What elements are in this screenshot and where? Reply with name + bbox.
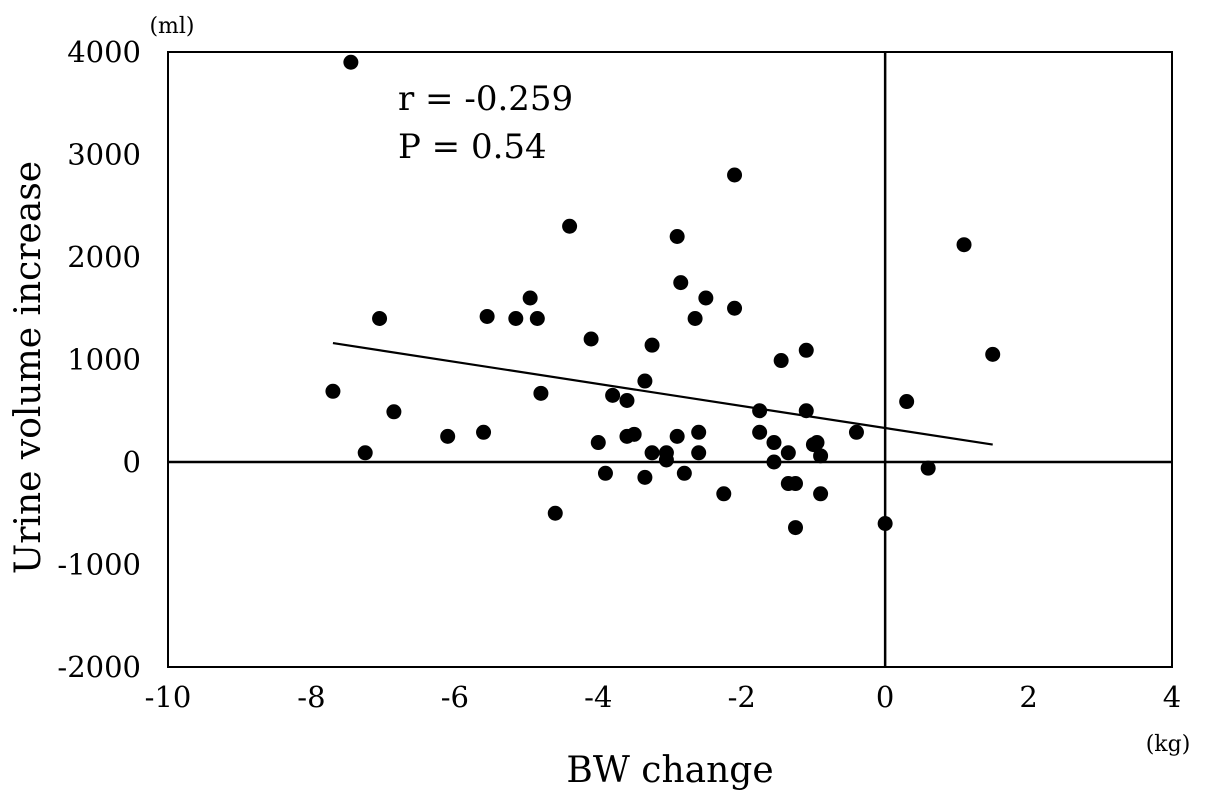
data-point <box>788 476 803 492</box>
data-point <box>985 346 1001 362</box>
data-point <box>766 435 782 451</box>
data-point <box>372 311 388 326</box>
data-point <box>956 237 972 253</box>
data-point <box>920 460 936 476</box>
data-point <box>658 452 674 468</box>
plot-frame <box>167 51 1173 668</box>
data-point <box>798 342 814 358</box>
data-point <box>809 435 825 451</box>
data-point <box>687 311 703 326</box>
data-point <box>676 465 692 481</box>
data-point <box>637 469 653 485</box>
y-tick-label: 3000 <box>67 138 141 172</box>
data-point <box>727 167 743 183</box>
data-point <box>597 465 613 481</box>
regression-line <box>332 342 993 446</box>
data-point <box>644 337 660 353</box>
data-point <box>877 516 893 531</box>
data-point <box>547 505 563 521</box>
y-tick-label: -2000 <box>57 650 141 684</box>
data-point <box>716 486 732 502</box>
y-axis-title: Urine volume increase <box>8 161 49 574</box>
data-point <box>476 424 492 440</box>
reference-lines <box>168 52 1172 667</box>
x-tick-label: -6 <box>441 680 469 714</box>
data-point <box>533 385 549 401</box>
data-point <box>813 448 829 464</box>
data-point <box>626 426 642 442</box>
data-point <box>698 290 714 306</box>
data-point <box>562 218 578 234</box>
data-point <box>798 403 814 419</box>
trendline-group <box>332 342 993 446</box>
correlation-r-label: r = -0.259 <box>398 79 573 119</box>
y-tick-label: 1000 <box>67 343 141 377</box>
data-point <box>899 394 915 410</box>
y-unit-label: (ml) <box>149 14 194 39</box>
data-point <box>669 428 685 444</box>
y-tick-label: 4000 <box>67 35 141 69</box>
data-point <box>522 290 538 306</box>
x-tick-label: -10 <box>145 680 192 714</box>
y-tick-label: -1000 <box>57 548 141 582</box>
plot-area <box>167 51 1173 668</box>
data-point <box>669 229 685 244</box>
data-point <box>386 404 402 420</box>
x-axis-title: BW change <box>566 750 773 791</box>
data-point <box>508 311 524 326</box>
x-unit-label: (kg) <box>1146 732 1191 757</box>
axis-labels: BW change Urine volume increase (kg) (ml) r … <box>8 14 1190 791</box>
data-point <box>848 424 864 440</box>
p-value-label: P = 0.54 <box>398 127 547 167</box>
data-point <box>727 300 743 316</box>
data-point <box>637 373 653 389</box>
data-point <box>813 486 829 502</box>
data-point <box>440 428 456 444</box>
data-point <box>619 393 635 408</box>
data-point <box>691 424 707 440</box>
data-points <box>325 54 1001 536</box>
data-point <box>773 353 789 369</box>
data-point <box>788 520 803 536</box>
data-point <box>766 454 782 470</box>
data-point <box>343 54 359 70</box>
y-tick-label: 0 <box>123 445 141 479</box>
x-tick-label: -4 <box>584 680 612 714</box>
data-point <box>605 387 621 403</box>
x-tick-label: 2 <box>1019 680 1037 714</box>
data-point <box>673 275 689 291</box>
data-point <box>691 445 707 461</box>
data-point <box>752 424 768 440</box>
data-point <box>590 435 606 451</box>
x-tick-label: -2 <box>728 680 756 714</box>
x-tick-label: -8 <box>297 680 325 714</box>
x-tick-label: 0 <box>876 680 894 714</box>
data-point <box>479 308 495 324</box>
data-point <box>780 445 796 461</box>
data-point <box>357 445 373 461</box>
x-tick-label: 4 <box>1163 680 1181 714</box>
data-point <box>529 311 545 326</box>
data-point <box>644 445 660 461</box>
data-point <box>752 403 768 419</box>
data-point <box>583 331 599 347</box>
y-tick-label: 2000 <box>67 240 141 274</box>
tick-labels: -10 -8 -6 -4 -2 0 2 4 4000 3000 2000 1000 0 -1000 -200… <box>57 35 1181 714</box>
data-point <box>325 383 341 399</box>
